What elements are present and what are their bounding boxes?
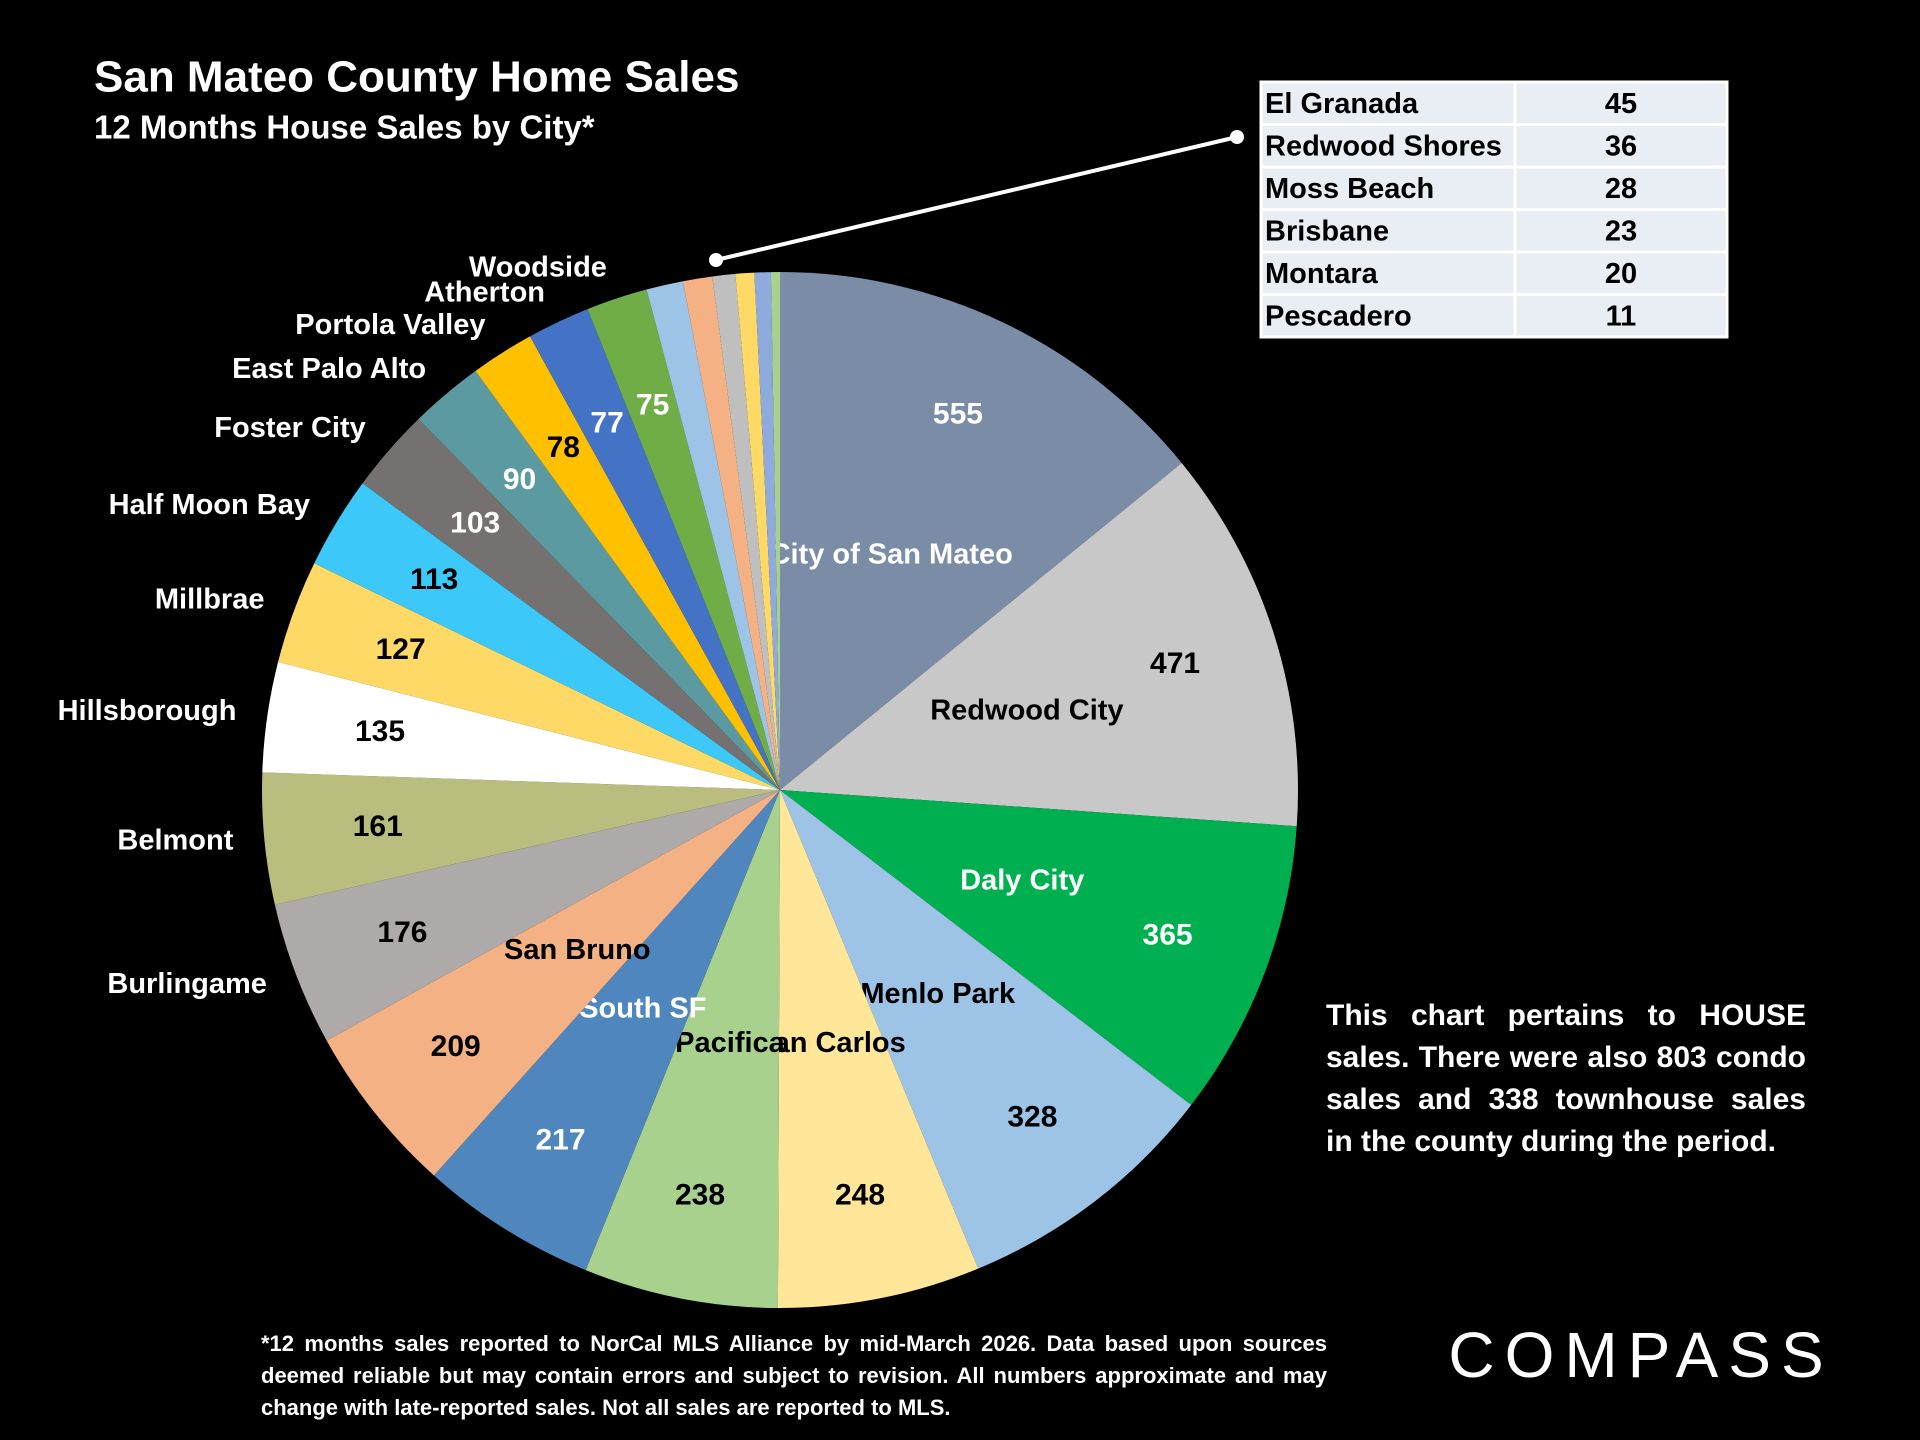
pie-slice: [780, 790, 1192, 1269]
slice-label: Burlingame: [107, 968, 267, 1000]
value-label: 113: [410, 563, 458, 596]
table-city: El Granada: [1265, 88, 1419, 120]
slice-label: Woodside: [469, 252, 607, 284]
value-label: 238: [675, 1179, 725, 1212]
table-city: Redwood Shores: [1265, 130, 1502, 162]
table-cell: [1513, 250, 1729, 296]
slice-label: South SF: [579, 992, 706, 1024]
value-label: 77: [590, 407, 623, 440]
pie-slice: [682, 276, 780, 790]
table-city: Brisbane: [1265, 215, 1389, 247]
table-cell: [1513, 208, 1729, 254]
pie-slice: [587, 289, 780, 790]
table-city: Moss Beach: [1265, 173, 1434, 205]
table-cell: [1259, 208, 1517, 254]
value-label: 328: [1007, 1101, 1057, 1134]
value-label: 78: [547, 431, 580, 464]
value-label: 161: [353, 810, 403, 843]
table-city: Montara: [1265, 258, 1379, 290]
value-label: 471: [1150, 647, 1200, 680]
pie-slice: [433, 790, 780, 1271]
leader-line: [715, 135, 1238, 262]
pie-slice: [529, 309, 780, 790]
table-cell: [1259, 293, 1517, 339]
slice-label: Hillsborough: [58, 695, 237, 727]
pie-slice: [326, 790, 780, 1176]
pie-slice: [712, 273, 780, 790]
value-label: 75: [636, 388, 669, 421]
table-cell: [1513, 293, 1729, 339]
pie-slice: [278, 563, 780, 790]
pie-slice: [777, 790, 979, 1308]
value-label: 209: [431, 1030, 481, 1063]
footnote: *12 months sales reported to NorCal MLS …: [261, 1331, 1327, 1420]
value-label: 103: [450, 507, 500, 540]
value-label: 176: [377, 916, 427, 949]
note: This chart pertains to HOUSE sales. Ther…: [1326, 999, 1806, 1158]
table-cell: [1259, 250, 1517, 296]
leader-dot: [709, 253, 723, 267]
pie-slice: [274, 790, 780, 1041]
pie-slice: [780, 790, 1297, 1105]
pie-slice: [646, 281, 780, 790]
value-label: 365: [1143, 919, 1193, 952]
slice-label: Half Moon Bay: [109, 489, 310, 521]
value-label: 217: [536, 1123, 586, 1156]
slice-label: Redwood City: [930, 694, 1123, 726]
pie-slice: [314, 483, 780, 790]
pie-slice: [780, 272, 1182, 790]
value-label: 127: [376, 633, 426, 666]
slice-label: Daly City: [960, 864, 1084, 896]
pie-slice: [418, 370, 780, 790]
pie-slice: [475, 336, 780, 790]
table-cell: [1513, 123, 1729, 169]
slice-label: Atherton: [424, 276, 545, 308]
slice-label: San Bruno: [504, 934, 651, 966]
pie-slice: [261, 772, 780, 905]
chart-subtitle: 12 Months House Sales by City*: [94, 109, 595, 146]
table-cell: [1513, 80, 1729, 126]
slice-label: Pacifica: [675, 1027, 785, 1059]
brand-logo: COMPASS: [1448, 1319, 1833, 1391]
table-value: 36: [1605, 130, 1637, 162]
pie-slice: [770, 272, 780, 790]
pie-slice: [735, 272, 780, 790]
value-label: 248: [835, 1179, 885, 1212]
slice-label: San Carlos: [754, 1027, 906, 1059]
slice-label: Belmont: [117, 825, 233, 857]
slice-label: Portola Valley: [295, 309, 485, 341]
value-label: 555: [933, 398, 983, 431]
pie: 555 City of San Mateo 471 Redwood City 365 Da…: [58, 252, 1298, 1308]
table-value: 11: [1606, 300, 1637, 332]
pie-slice: [362, 418, 780, 790]
pie-slice: [754, 272, 780, 790]
slice-label: Menlo Park: [860, 978, 1016, 1010]
slice-label: City of San Mateo: [770, 539, 1013, 571]
table-cell: [1513, 165, 1729, 211]
slice-label: Millbrae: [155, 584, 265, 616]
leader-dot: [1230, 130, 1244, 144]
table-city: Pescadero: [1265, 300, 1412, 332]
slice-label: Foster City: [214, 412, 365, 444]
slice-label: East Palo Alto: [232, 353, 426, 385]
value-label: 90: [503, 463, 536, 496]
table-value: 45: [1605, 88, 1637, 120]
pie-slice: [585, 790, 780, 1308]
small-cities-table: El Granada 45 Redwood Shores 36 Moss Beach 28…: [1259, 80, 1729, 339]
table-value: 28: [1605, 173, 1637, 205]
table-value: 23: [1605, 215, 1637, 247]
table-value: 20: [1605, 258, 1637, 290]
value-label: 135: [355, 715, 405, 748]
pie-slice: [262, 661, 780, 790]
pie-slice: [780, 462, 1298, 827]
table-cell: [1259, 80, 1517, 126]
chart-title: San Mateo County Home Sales: [94, 53, 739, 102]
